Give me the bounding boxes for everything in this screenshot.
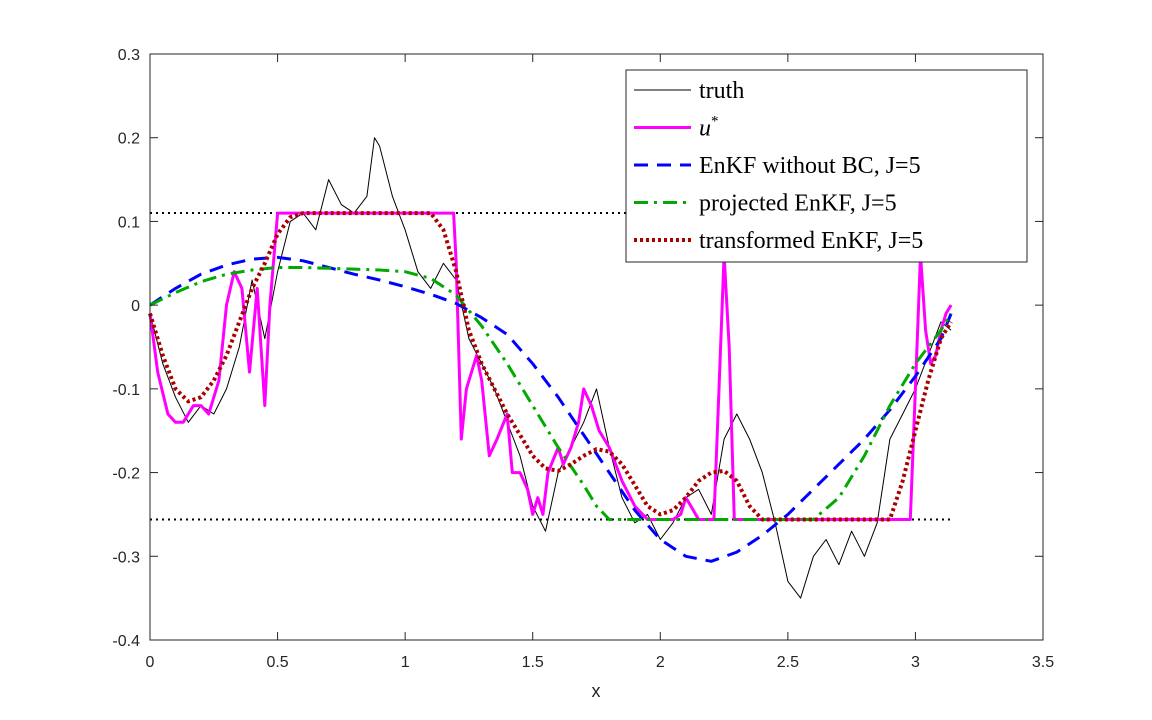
series-layer [148,137,953,599]
y-tick-label: -0.2 [112,466,140,483]
legend-label-3: projected EnKF, J=5 [699,191,897,217]
x-tick-label: 3.5 [1032,654,1054,671]
y-tick-label: 0.3 [118,47,140,64]
y-tick-label: 0.1 [118,214,140,231]
y-tick-label: 0.2 [118,131,140,148]
x-tick-label: 2.5 [777,654,799,671]
x-tick-label: 1 [401,654,410,671]
ticks-layer: 0 0.5 1 1.5 2 2.5 3 3.5 -0.4 -0.3 -0.2 -0.1 0 0.1 0.2 0… [112,47,1054,671]
plot-frame [149,53,1044,641]
x-tick-label: 2 [656,654,665,671]
series-line-4 [148,211,953,522]
x-axis-label: x [592,681,601,701]
x-tick-label: 3 [911,654,920,671]
legend: truth u* EnKF without BC, J=5 projected EnK… [625,69,1028,263]
legend-label-2: EnKF without BC, J=5 [699,153,921,179]
series-line-3 [149,266,953,521]
legend-entries: truth u* EnKF without BC, J=5 projected EnK… [634,78,923,254]
y-tick-label: -0.1 [112,382,140,399]
x-tick-label: 0 [146,654,155,671]
legend-box [625,69,1028,263]
legend-label-1: u* [699,114,719,142]
legend-label-4: transformed EnKF, J=5 [699,228,923,254]
series-line-2 [149,255,953,563]
x-tick-label: 1.5 [522,654,544,671]
series-line-0 [149,137,952,599]
y-tick-label: -0.3 [112,549,140,566]
legend-label-0: truth [699,78,744,104]
y-tick-label: 0 [131,298,140,315]
x-tick-label: 0.5 [266,654,288,671]
y-tick-label: -0.4 [112,633,140,650]
series-line-1 [148,211,953,521]
